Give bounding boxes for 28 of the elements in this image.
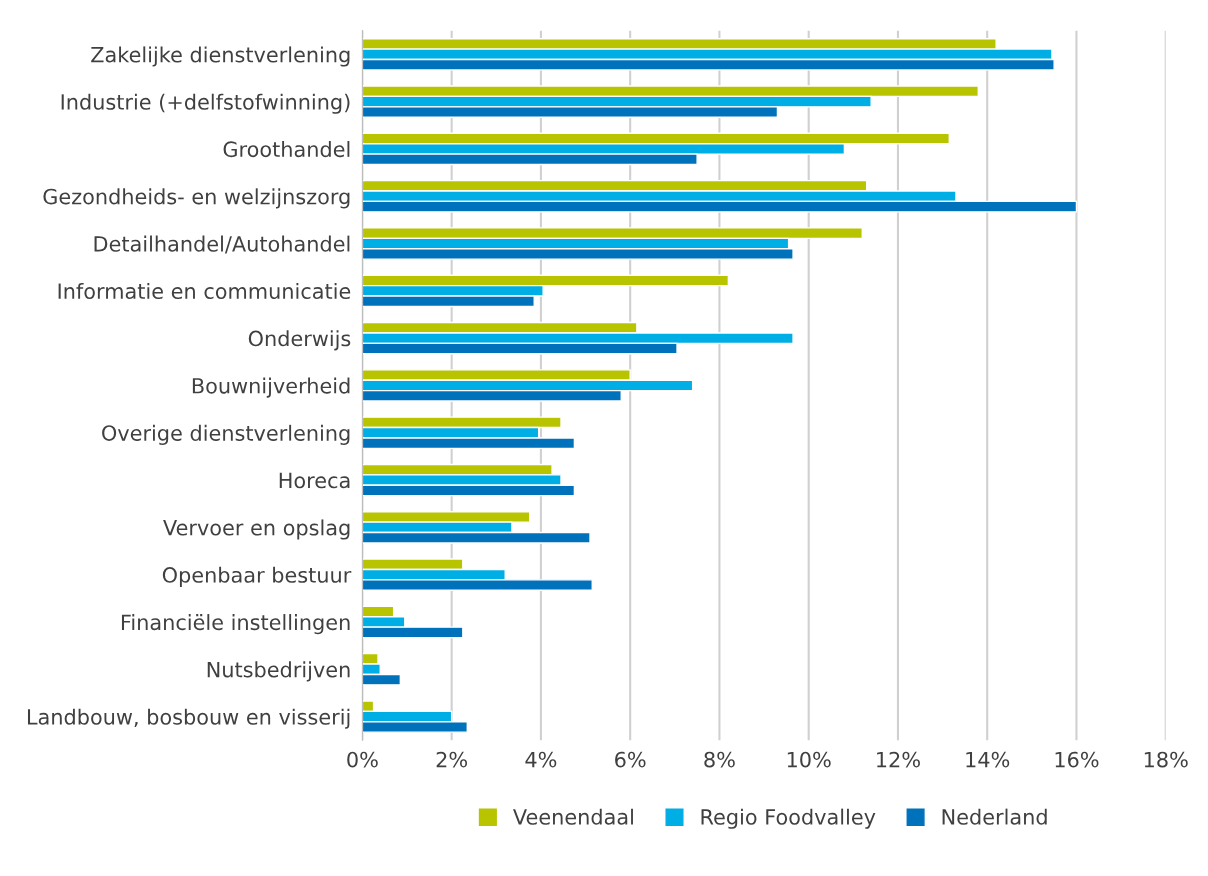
x-tick-label: 12% — [877, 751, 920, 768]
y-tick-label: Nutsbedrijven — [207, 661, 350, 682]
y-tick-label: Gezondheids- en welzijnszorg — [43, 188, 350, 209]
legend-label: Nederland — [942, 808, 1047, 825]
x-tick-label: 16% — [1055, 751, 1099, 768]
y-tick-label: Landbouw, bosbouw en visserij — [27, 708, 350, 729]
y-tick-label: Informatie en communicatie — [58, 282, 351, 300]
y-tick-label: Overige dienstverlening — [102, 424, 350, 445]
y-tick-label: Vervoer en opslag — [163, 519, 350, 540]
x-tick-label: 6% — [615, 751, 646, 768]
x-tick-label: 4% — [525, 751, 557, 768]
y-tick-label: Financiële instellingen — [121, 614, 350, 635]
x-tick-label: 2% — [436, 751, 468, 768]
y-tick-label: Zakelijke dienstverlening — [91, 46, 350, 67]
y-tick-label: Detailhandel/Autohandel — [94, 235, 350, 254]
legend-label: Veenendaal — [513, 808, 633, 825]
y-tick-label: Openbaar bestuur — [162, 566, 352, 587]
y-tick-label: Groothandel — [223, 141, 350, 158]
y-tick-label: Horeca — [279, 472, 350, 489]
x-tick-label: 8% — [704, 751, 735, 768]
legend-label: Regio Foodvalley — [701, 808, 876, 829]
y-tick-label: Bouwnijverheid — [192, 377, 350, 398]
x-tick-label: 0% — [347, 751, 378, 768]
x-tick-label: 14% — [966, 751, 1010, 768]
x-tick-label: 18% — [1144, 751, 1188, 768]
y-tick-label: Onderwijs — [248, 330, 351, 351]
y-tick-label: Industrie (+delfstofwinning) — [61, 93, 350, 114]
x-tick-label: 10% — [787, 751, 831, 768]
